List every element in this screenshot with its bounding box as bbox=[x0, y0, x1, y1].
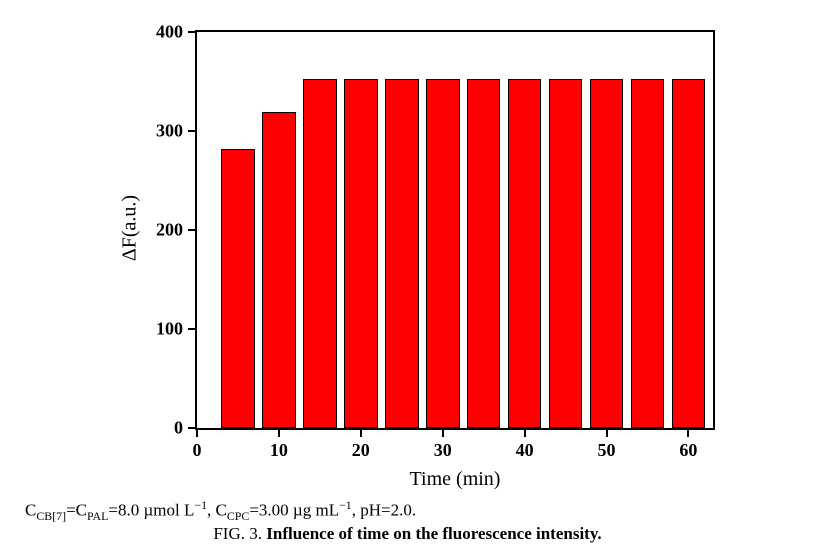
bar bbox=[508, 79, 542, 428]
cond-sub: CPC bbox=[227, 509, 249, 523]
cond-sup: −1 bbox=[194, 498, 207, 512]
cond-text: , pH=2.0. bbox=[352, 501, 416, 520]
cond-sup: −1 bbox=[339, 498, 352, 512]
y-axis-label: ΔF(a.u.) bbox=[119, 195, 142, 261]
cond-text: C bbox=[25, 501, 36, 520]
x-tick bbox=[360, 428, 362, 437]
caption-prefix: FIG. 3. bbox=[213, 524, 266, 543]
x-tick-label: 0 bbox=[193, 440, 202, 461]
cond-sub: PAL bbox=[87, 509, 108, 523]
y-tick-label: 0 bbox=[174, 418, 183, 439]
caption-title: Influence of time on the fluorescence in… bbox=[266, 524, 601, 543]
bar bbox=[262, 112, 296, 428]
x-tick-label: 60 bbox=[679, 440, 697, 461]
bar bbox=[549, 79, 583, 428]
bar bbox=[221, 149, 255, 428]
bars-layer bbox=[197, 32, 713, 428]
y-tick-label: 100 bbox=[156, 319, 183, 340]
bar bbox=[631, 79, 665, 428]
bar bbox=[467, 79, 501, 428]
x-tick-label: 10 bbox=[270, 440, 288, 461]
bar bbox=[426, 79, 460, 428]
x-tick bbox=[196, 428, 198, 437]
bar bbox=[303, 79, 337, 428]
x-tick-label: 20 bbox=[352, 440, 370, 461]
bar bbox=[385, 79, 419, 428]
figure-container: 0100200300400 0102030405060 ΔF(a.u.) Tim… bbox=[0, 0, 815, 546]
cond-text: =C bbox=[66, 501, 87, 520]
cond-text: =3.00 µg mL bbox=[249, 501, 339, 520]
x-tick bbox=[687, 428, 689, 437]
y-tick-label: 200 bbox=[156, 220, 183, 241]
y-tick bbox=[188, 328, 197, 330]
x-tick bbox=[606, 428, 608, 437]
y-tick bbox=[188, 31, 197, 33]
y-tick bbox=[188, 229, 197, 231]
figure-caption: FIG. 3. Influence of time on the fluores… bbox=[0, 524, 815, 544]
x-axis-label: Time (min) bbox=[410, 468, 501, 491]
y-tick-label: 400 bbox=[156, 22, 183, 43]
chart-plot-area: 0100200300400 0102030405060 bbox=[195, 30, 715, 430]
x-tick-label: 30 bbox=[434, 440, 452, 461]
cond-text: =8.0 µmol L bbox=[108, 501, 194, 520]
x-tick-label: 50 bbox=[598, 440, 616, 461]
x-tick-label: 40 bbox=[516, 440, 534, 461]
bar bbox=[672, 79, 706, 428]
x-tick bbox=[278, 428, 280, 437]
x-tick bbox=[524, 428, 526, 437]
y-tick-label: 300 bbox=[156, 121, 183, 142]
cond-sub: CB[7] bbox=[36, 509, 66, 523]
x-tick bbox=[442, 428, 444, 437]
experimental-conditions: CCB[7]=CPAL=8.0 µmol L−1, CCPC=3.00 µg m… bbox=[25, 498, 416, 524]
bar bbox=[344, 79, 378, 428]
cond-text: , C bbox=[207, 501, 227, 520]
bar bbox=[590, 79, 624, 428]
y-tick bbox=[188, 130, 197, 132]
